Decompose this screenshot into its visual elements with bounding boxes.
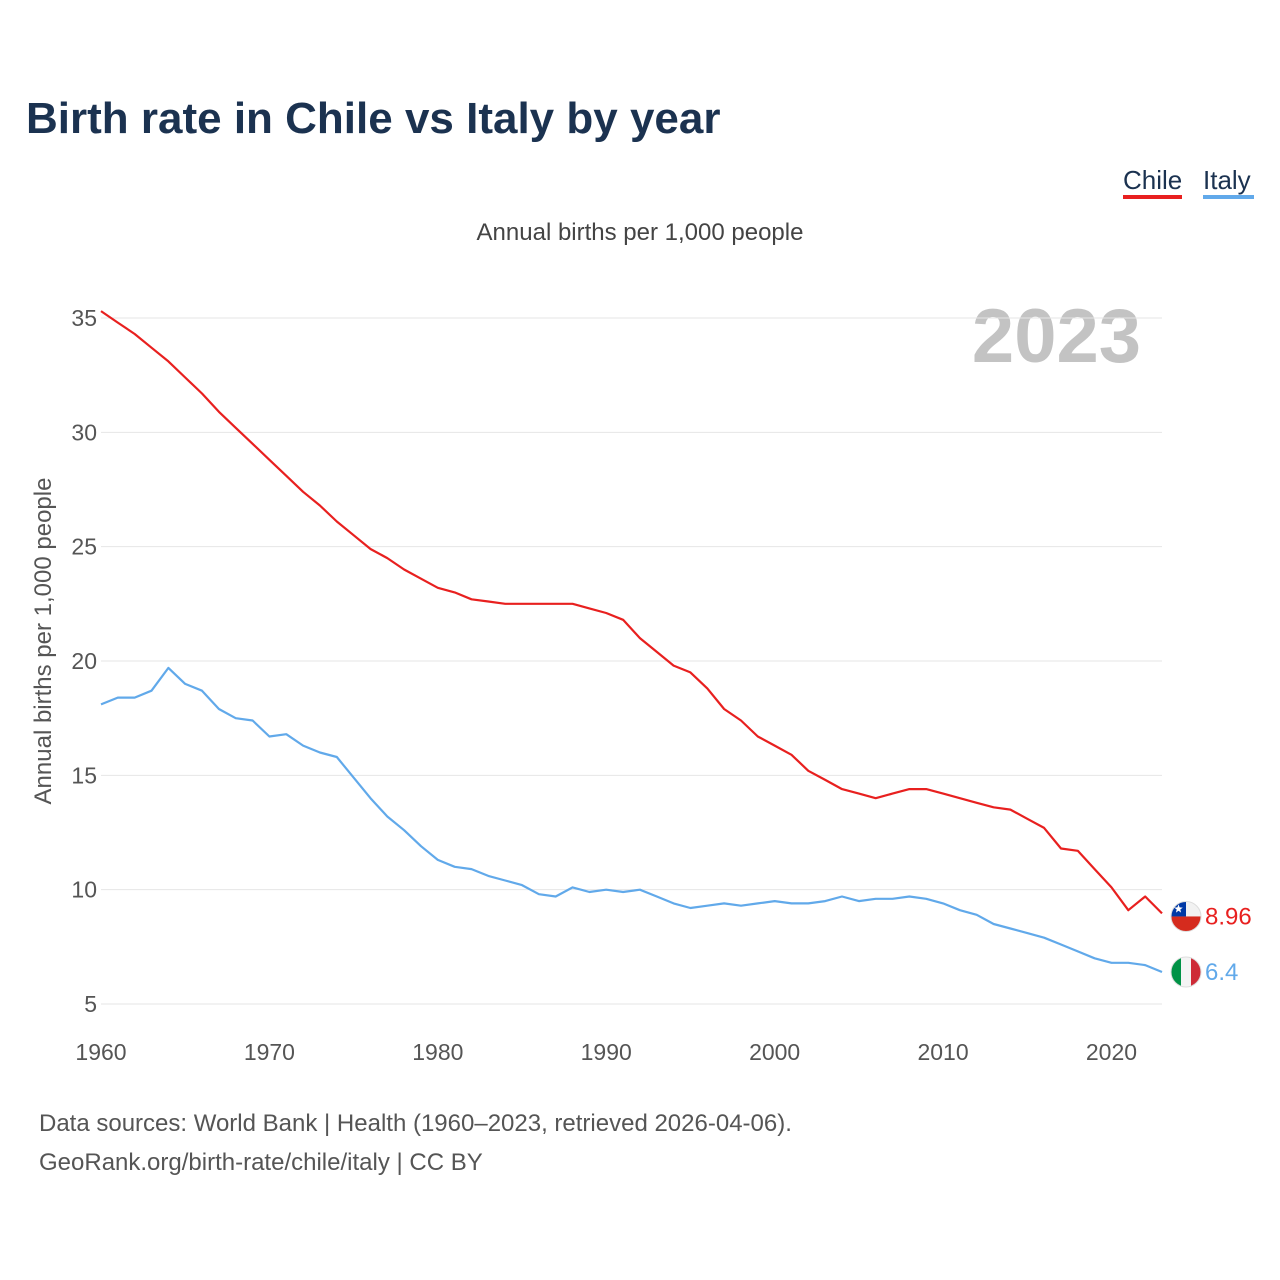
footer-link[interactable]: GeoRank.org/birth-rate/chile/italy | CC …	[39, 1149, 483, 1176]
year-watermark: 2023	[972, 294, 1141, 379]
x-tick-label: 1990	[581, 1039, 632, 1065]
chart-title: Birth rate in Chile vs Italy by year	[26, 94, 720, 143]
legend-swatch-italy	[1203, 195, 1254, 199]
legend: Chile Italy	[1123, 165, 1254, 199]
end-value-label-chile: 8.96	[1205, 903, 1252, 930]
y-tick-label: 30	[71, 419, 97, 445]
end-value-label-italy: 6.4	[1205, 959, 1238, 986]
y-axis-ticks: 5 10 15 20 25 30 35	[71, 305, 97, 1017]
grid-lines	[101, 317, 1162, 1005]
x-tick-label: 2000	[749, 1039, 800, 1065]
y-tick-label: 35	[71, 305, 97, 331]
y-axis-label: Annual births per 1,000 people	[30, 478, 57, 805]
footer-sources: Data sources: World Bank | Health (1960–…	[39, 1110, 792, 1137]
x-tick-label: 1960	[75, 1039, 126, 1065]
legend-label-chile: Chile	[1123, 165, 1182, 195]
y-tick-label: 25	[71, 534, 97, 560]
legend-label-italy: Italy	[1203, 165, 1251, 195]
chart-subtitle: Annual births per 1,000 people	[477, 219, 804, 246]
series-lines	[100, 310, 1163, 974]
y-tick-label: 5	[84, 991, 97, 1017]
series-line-italy[interactable]	[100, 666, 1163, 974]
legend-item-italy[interactable]: Italy	[1203, 165, 1254, 199]
y-tick-label: 15	[71, 762, 97, 788]
x-tick-label: 2010	[917, 1039, 968, 1065]
chile-flag-icon	[1170, 900, 1202, 932]
x-axis-ticks: 1960 1970 1980 1990 2000 2010 2020	[75, 1039, 1137, 1065]
y-tick-label: 10	[71, 877, 97, 903]
x-tick-label: 1980	[412, 1039, 463, 1065]
y-tick-label: 20	[71, 648, 97, 674]
x-tick-label: 2020	[1086, 1039, 1137, 1065]
legend-item-chile[interactable]: Chile	[1123, 165, 1182, 199]
series-end-markers: 8.96 6.4	[1170, 900, 1252, 988]
italy-flag-icon	[1170, 956, 1202, 988]
legend-swatch-chile	[1123, 195, 1182, 199]
series-line-chile[interactable]	[100, 310, 1163, 915]
x-tick-label: 1970	[244, 1039, 295, 1065]
